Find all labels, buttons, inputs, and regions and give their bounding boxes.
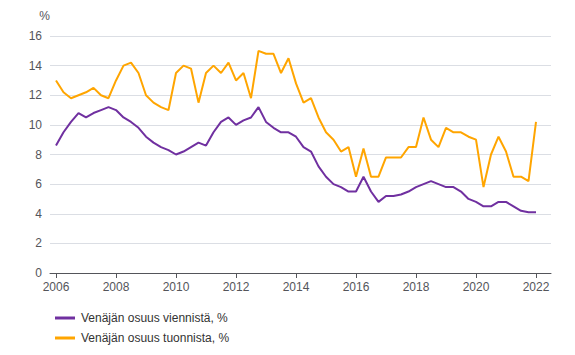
svg-text:Venäjän osuus tuonnista, %: Venäjän osuus tuonnista, %: [81, 331, 229, 345]
svg-text:2018: 2018: [403, 280, 430, 294]
svg-text:2008: 2008: [103, 280, 130, 294]
svg-text:2016: 2016: [343, 280, 370, 294]
svg-text:0: 0: [35, 266, 42, 280]
svg-text:%: %: [39, 9, 50, 23]
svg-text:6: 6: [35, 177, 42, 191]
svg-text:2012: 2012: [223, 280, 250, 294]
svg-text:8: 8: [35, 148, 42, 162]
svg-text:16: 16: [29, 29, 43, 43]
svg-text:4: 4: [35, 207, 42, 221]
svg-text:14: 14: [29, 59, 43, 73]
svg-text:Venäjän osuus viennistä, %: Venäjän osuus viennistä, %: [81, 311, 228, 325]
svg-text:2006: 2006: [43, 280, 70, 294]
svg-text:2010: 2010: [163, 280, 190, 294]
svg-text:2014: 2014: [283, 280, 310, 294]
svg-text:2022: 2022: [523, 280, 550, 294]
svg-text:2: 2: [35, 236, 42, 250]
svg-text:12: 12: [29, 88, 43, 102]
svg-text:2020: 2020: [463, 280, 490, 294]
svg-text:10: 10: [29, 118, 43, 132]
